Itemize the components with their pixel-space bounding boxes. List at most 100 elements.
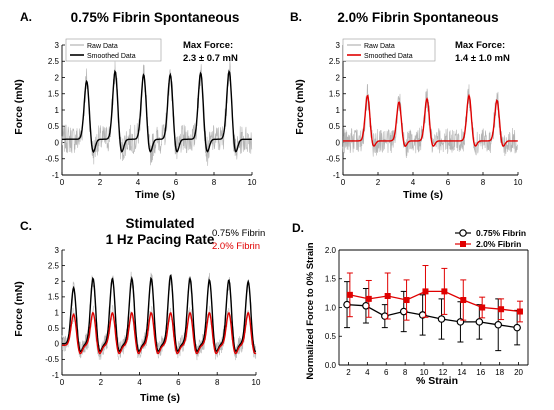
panel-c-x-tick-label: 10 (252, 378, 261, 387)
panel-c: C. Stimulated 1 Hz Pacing Rate 0.75% Fib… (13, 216, 265, 404)
panel-c-y-tick-label: 0 (55, 340, 60, 349)
panel-b-series-line (343, 93, 518, 148)
panel-a-ylabel: Force (mN) (13, 79, 25, 134)
panel-c-ylabel: Force (mN) (13, 281, 25, 336)
panel-b-y-tick-label: 1.5 (329, 90, 341, 99)
panel-d-legend-marker-fibrin075 (459, 229, 467, 237)
panel-d-point (479, 304, 486, 311)
panel-d-y-tick-label: 0.0 (325, 361, 337, 370)
panel-d-x-tick-label: 6 (384, 368, 389, 377)
panel-d-point (498, 306, 505, 313)
panel-b-y-tick-label: 1 (336, 106, 341, 115)
panel-a-legend: Raw Data Smoothed Data (65, 38, 162, 62)
panel-d-y-tick-label: 2.0 (325, 246, 337, 255)
panel-d-point (384, 293, 391, 299)
panel-c-xlabel: Time (s) (140, 392, 180, 404)
panel-a-x-tick-label: 8 (212, 178, 217, 187)
panel-d-point (365, 295, 372, 302)
panel-d-x-tick-label: 12 (438, 368, 447, 377)
panel-d-point (422, 288, 429, 295)
panel-b-x-tick-label: 6 (446, 178, 451, 187)
panel-d-x-tick-label: 8 (403, 368, 408, 377)
panel-d-y-tick-label: 1.5 (325, 275, 337, 284)
panel-d-legend-fibrin075: 0.75% Fibrin (476, 228, 526, 238)
panel-a-y-tick-label: 2.5 (48, 57, 60, 66)
panel-d-x-tick-label: 18 (495, 368, 504, 377)
panel-d-x-tick-label: 2 (346, 368, 351, 377)
panel-b-max-force-value: 1.4 ± 1.0 mN (455, 53, 510, 64)
panel-c-y-tick-label: -1 (52, 371, 60, 380)
panel-a-x-tick-label: 2 (98, 178, 103, 187)
panel-a-x-tick-label: 0 (60, 178, 65, 187)
panel-d-point (362, 301, 370, 310)
panel-c-smoothed-traces (62, 274, 257, 355)
panel-a-axes: 0 2 4 6 8 10 -1 -0.5 0 0.5 1 1.5 2 2.5 3 (45, 41, 257, 187)
panel-a-y-tick-label: 1.5 (48, 90, 60, 99)
panel-a-raw-trace (61, 60, 253, 166)
panel-d-y-tick-label: 1.0 (325, 303, 337, 312)
panel-c-y-tick-label: 1 (55, 308, 60, 317)
panel-c-y-tick-label: 1.5 (48, 293, 60, 302)
panel-a: A. 0.75% Fibrin Spontaneous Force (mN) T… (13, 10, 257, 201)
panel-d-x-tick-label: 16 (476, 368, 485, 377)
panel-d-point (456, 318, 465, 326)
panel-a-label: A. (20, 10, 32, 24)
panel-a-xlabel: Time (s) (135, 189, 175, 201)
panel-b-x-tick-label: 10 (514, 178, 523, 187)
panel-d-series-line (346, 303, 518, 329)
panel-c-x-tick-label: 6 (176, 378, 181, 387)
panel-a-raw-line (61, 60, 253, 166)
panel-c-title-line1: Stimulated (125, 216, 194, 231)
panel-d: D. Normalized Force to 0% Strain % Strai… (292, 221, 529, 387)
panel-d-point (343, 300, 351, 309)
panel-a-series-line (62, 69, 252, 154)
panel-a-y-tick-label: 1 (55, 106, 60, 115)
panel-b-x-tick-label: 4 (411, 178, 416, 187)
panel-c-y-tick-label: 0.5 (48, 324, 60, 333)
panel-b-raw-trace (342, 83, 519, 159)
panel-b-x-tick-label: 2 (376, 178, 381, 187)
panel-d-point (437, 315, 446, 323)
panel-b-y-tick-label: 0.5 (329, 122, 341, 131)
panel-b-label: B. (290, 10, 302, 24)
panel-a-y-tick-label: -0.5 (45, 155, 59, 164)
panel-a-y-tick-label: -1 (52, 171, 60, 180)
panel-c-x-tick-label: 0 (60, 378, 65, 387)
panel-a-y-tick-label: 3 (55, 41, 60, 50)
panel-b: B. 2.0% Fibrin Spontaneous Force (mN) Ti… (290, 10, 523, 201)
panel-d-point (381, 312, 389, 320)
panel-a-legend-box (65, 38, 162, 62)
panel-b-legend-raw: Raw Data (364, 43, 395, 50)
panel-b-legend-box (342, 38, 436, 62)
panel-d-point (399, 307, 408, 316)
panel-b-y-tick-label: 0 (336, 138, 341, 147)
panel-a-x-tick-label: 10 (248, 178, 257, 187)
panel-b-y-tick-label: -1 (333, 171, 341, 180)
panel-b-axes: 0 2 4 6 8 10 -1 -0.5 0 0.5 1 1.5 2 2.5 3 (326, 41, 523, 187)
panel-d-point (441, 288, 448, 295)
panel-c-y-tick-label: -0.5 (45, 355, 59, 364)
panel-a-title: 0.75% Fibrin Spontaneous (71, 10, 240, 25)
panel-d-point (403, 297, 410, 304)
panel-a-smoothed-trace (62, 69, 252, 154)
panel-c-x-tick-label: 8 (215, 378, 220, 387)
panel-c-raw-trace (61, 271, 257, 361)
panel-b-legend: Raw Data Smoothed Data (342, 38, 436, 62)
panel-c-raw-line (61, 271, 257, 360)
panel-b-max-force-title: Max Force: (455, 40, 505, 51)
panel-c-legend-fibrin20: 2.0% Fibrin (212, 241, 260, 252)
panel-a-x-tick-label: 6 (174, 178, 179, 187)
panel-c-y-tick-label: 3 (55, 246, 60, 255)
panel-d-x-tick-label: 20 (514, 368, 523, 377)
panel-b-smoothed-trace (343, 93, 518, 148)
panel-d-legend: 0.75% Fibrin 2.0% Fibrin (455, 228, 526, 249)
panel-d-label: D. (292, 221, 304, 235)
panel-b-y-tick-label: 2.5 (329, 57, 341, 66)
panel-b-raw-line (342, 83, 519, 159)
panel-d-x-tick-label: 4 (365, 368, 370, 377)
panel-c-series-line (62, 311, 257, 355)
panel-d-xlabel: % Strain (416, 375, 458, 387)
panel-b-y-tick-label: -0.5 (326, 155, 340, 164)
panel-b-x-tick-label: 0 (341, 178, 346, 187)
panel-b-y-tick-label: 3 (336, 41, 341, 50)
